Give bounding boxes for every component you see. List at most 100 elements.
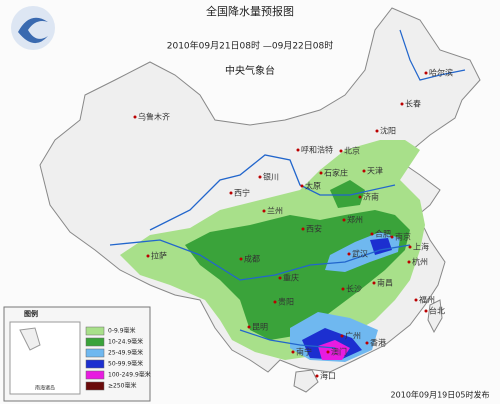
map-title: 全国降水量预报图	[206, 4, 294, 18]
taiwan	[427, 299, 443, 334]
legend-swatch	[85, 348, 105, 358]
city-label: 福州	[419, 296, 435, 305]
city-label: 太原	[305, 181, 321, 191]
legend-title: 图例	[24, 309, 38, 318]
city-label: 天津	[367, 166, 383, 176]
city-label: 重庆	[283, 273, 299, 283]
city-dot	[424, 71, 428, 75]
city-label: 香港	[370, 338, 386, 348]
city-dot	[362, 169, 366, 173]
city-label: 西安	[306, 224, 322, 234]
city-label: 沈阳	[380, 126, 396, 136]
city-label: 兰州	[267, 206, 283, 216]
city-label: 合肥	[375, 229, 391, 239]
city-label: 乌鲁木齐	[138, 112, 170, 122]
city-dot	[273, 300, 277, 304]
city-label: 石家庄	[324, 168, 348, 178]
legend-swatch	[85, 326, 105, 336]
city-dot	[247, 325, 251, 329]
city-label: 海口	[320, 371, 336, 381]
city-dot	[407, 260, 411, 264]
legend-swatch	[85, 381, 105, 391]
city-label: 拉萨	[151, 251, 167, 261]
city-dot	[146, 254, 150, 258]
yangtze	[109, 239, 411, 281]
city-label: 贵阳	[278, 297, 294, 307]
city-dot	[400, 102, 404, 106]
city-label: 武汉	[352, 249, 368, 259]
city-label: 昆明	[252, 323, 268, 332]
city-label: 长春	[405, 99, 421, 109]
city-label: 银川	[263, 172, 279, 182]
yellow-river	[149, 154, 396, 231]
city-dot	[258, 175, 262, 179]
inset-label: 南海诸岛	[35, 385, 55, 392]
footer: 2010年09月19日05时发布	[391, 390, 490, 400]
pearl-river	[239, 329, 336, 349]
city-dot	[358, 195, 362, 199]
city-label: 哈尔滨	[429, 68, 453, 78]
city-dot	[408, 245, 412, 249]
inset-box	[9, 321, 81, 395]
city-dot	[315, 374, 319, 378]
city-dot	[301, 227, 305, 231]
legend-swatch	[85, 337, 105, 347]
city-label: 南昌	[377, 278, 393, 288]
city-dot	[390, 235, 394, 239]
inset-land	[19, 327, 41, 351]
city-dot	[262, 209, 266, 213]
city-label: 广州	[345, 331, 361, 341]
city-dot	[133, 115, 137, 119]
city-dot	[229, 191, 233, 195]
city-dot	[370, 232, 374, 236]
rain-10-24	[185, 210, 410, 340]
city-label: 西宁	[234, 188, 250, 198]
legend-label: ≥250毫米	[108, 382, 136, 390]
legend-label: 0-9.9毫米	[108, 327, 136, 335]
city-dot	[339, 149, 343, 153]
city-dot	[319, 171, 323, 175]
city-dot	[372, 281, 376, 285]
city-label: 台北	[429, 306, 445, 316]
city-dot	[365, 341, 369, 345]
city-dot	[341, 287, 345, 291]
rain-50-99	[370, 238, 392, 255]
city-dot	[300, 184, 304, 188]
hainan	[293, 369, 319, 393]
legend-label: 100-249.9毫米	[108, 371, 151, 379]
legend-label: 25-49.9毫米	[108, 349, 143, 357]
city-label: 长沙	[346, 284, 362, 294]
legend-label: 50-99.9毫米	[108, 360, 143, 368]
city-dot	[375, 129, 379, 133]
rain-10-24-north	[330, 180, 365, 208]
city-label: 杭州	[412, 257, 428, 267]
city-dot	[414, 298, 418, 302]
city-dot	[278, 276, 282, 280]
city-label: 呼和浩特	[301, 145, 333, 155]
city-dot	[347, 252, 351, 256]
legend-swatch	[85, 359, 105, 369]
rain-100-249	[318, 340, 350, 360]
city-dot	[291, 350, 295, 354]
city-dot	[326, 350, 330, 354]
city-label: 南宁	[296, 347, 312, 357]
city-dot	[239, 257, 243, 261]
songhua	[399, 29, 466, 81]
city-label: 北京	[344, 146, 360, 156]
city-label: 上海	[413, 242, 429, 252]
city-label: 南京	[395, 232, 411, 242]
city-dot	[342, 218, 346, 222]
city-dot	[296, 148, 300, 152]
city-dot	[340, 334, 344, 338]
period: 2010年09月21日08时 —09月22日08时	[167, 40, 333, 52]
city-label: 澳门	[331, 347, 347, 357]
legend-label: 10-24.9毫米	[108, 338, 143, 346]
legend-swatch	[85, 370, 105, 380]
logo	[11, 6, 55, 50]
city-label: 郑州	[347, 215, 363, 225]
city-label: 济南	[363, 192, 379, 202]
city-dot	[424, 309, 428, 313]
city-label: 成都	[244, 254, 260, 264]
issuer: 中央气象台	[225, 64, 275, 77]
